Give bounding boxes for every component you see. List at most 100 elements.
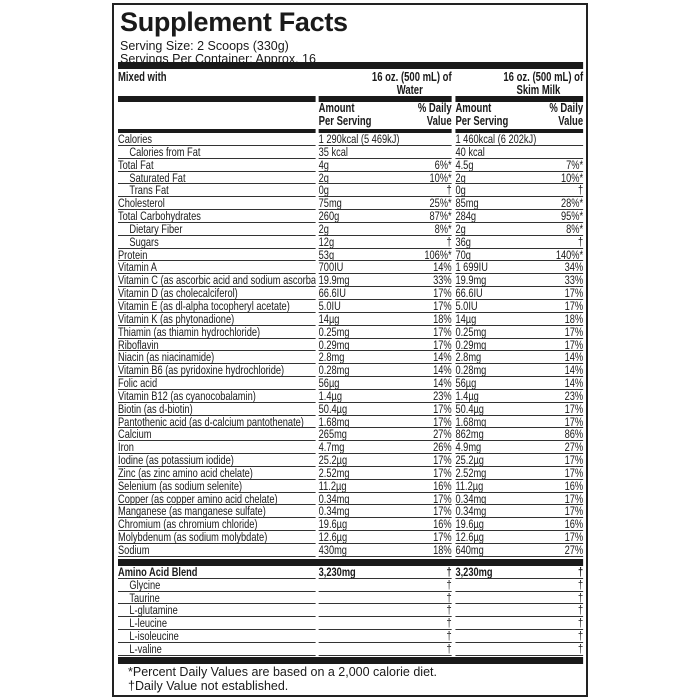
water-daily-value: 33% [433,274,452,288]
nutrient-name: Glycine [118,579,316,592]
nutrient-name: Vitamin B12 (as cyanocobalamin) [118,390,316,403]
water-amount: 0.29mg [318,338,350,352]
milk-daily-value: † [577,604,584,618]
table-row: L-glutamine † † [118,604,584,618]
water-amount: 0.25mg [318,325,350,339]
water-amount: 14µg [318,312,340,326]
milk-cell: 1.4µg 23% [455,389,584,403]
table-row: Biotin (as d-biotin) 50.4µg 17% 50.4µg 17% [118,402,584,416]
nutrient-name-text: L-glutamine [129,604,178,618]
milk-cell: 5.0IU 17% [455,300,584,313]
nutrient-name: Vitamin C (as ascorbic acid and sodium a… [118,274,316,288]
table-row: Total Carbohydrates 260g 87%* 284g 95%* [118,210,584,223]
nutrient-name-text: Vitamin B6 (as pyridoxine hydrochloride) [118,364,285,378]
table-row: Vitamin B12 (as cyanocobalamin) 1.4µg 23% 1… [118,389,584,403]
water-cell: 4g 6%* [318,159,452,172]
milk-daily-value: 23% [564,389,584,403]
divider [118,129,584,133]
water-daily-value: † [446,591,452,605]
nutrient-name-text: Chromium (as chromium chloride) [118,518,258,532]
nutrient-name: Amino Acid Blend [118,566,316,579]
nutrient-rows: Calories 1 290kcal (5 469kJ) 1 460kcal (6 … [118,133,584,557]
milk-cell: 12.6µg 17% [455,531,584,544]
amount-label: Amount [318,101,355,115]
milk-daily-value: 16% [564,518,584,532]
nutrient-name: Thiamin (as thiamin hydrochloride) [118,326,316,339]
milk-cell: 1.68mg 17% [455,416,584,429]
nutrient-name: Calories from Fat [118,146,316,159]
milk-cell: 14µg 18% [455,313,584,326]
water-amount: 2g [318,222,329,236]
milk-cell: 4.9mg 27% [455,441,584,455]
water-amount: 11.2µg [318,479,347,493]
nutrient-name-text: L-valine [129,642,162,656]
water-cell: 0.28mg 14% [318,364,452,378]
nutrient-name: Vitamin E (as dl-alpha tocopheryl acetat… [118,300,316,313]
water-cell: † [318,643,452,656]
water-daily-value: 87%* [429,210,452,223]
milk-cell: † [455,643,584,656]
milk-daily-value: 14% [564,364,584,378]
water-cell: 11.2µg 16% [318,479,452,493]
nutrient-name-text: Protein [118,248,148,262]
water-cell: 1 290kcal (5 469kJ) [318,133,452,146]
nutrient-name-text: Total Fat [118,158,154,172]
water-daily-value: 17% [433,402,452,416]
water-amount: 19.9mg [318,274,350,288]
water-cell: 19.9mg 33% [318,274,452,288]
per-serving-label: Per Serving [455,114,509,128]
nutrient-name-text: Sugars [129,235,159,249]
nutrient-name: Vitamin B6 (as pyridoxine hydrochloride) [118,364,316,378]
milk-daily-value: 14% [564,351,584,365]
table-row: Iron 4.7mg 26% 4.9mg 27% [118,441,584,455]
nutrient-name: Calcium [118,428,316,442]
milk-amount: 0.34mg [455,505,487,519]
water-column-header: 16 oz. (500 mL) of Water [319,69,452,97]
nutrient-name-text: Niacin (as niacinamide) [118,351,215,365]
milk-cell: 19.9mg 33% [455,274,584,288]
water-amount: 12.6µg [318,531,348,544]
milk-daily-value: 27% [564,544,584,557]
water-cell: 430mg 18% [318,544,452,557]
nutrient-name: Vitamin D (as cholecalciferol) [118,287,316,300]
water-daily-value: 17% [433,415,452,429]
milk-amount: 640mg [455,544,484,557]
water-cell: 2.8mg 14% [318,351,452,365]
water-cell: † [318,630,452,643]
milk-cell: 0.25mg 17% [455,326,584,339]
water-amount: 53g [318,248,335,262]
water-daily-value: 17% [433,492,452,506]
milk-amount: 0.34mg [455,492,487,506]
nutrient-name-text: Selenium (as sodium selenite) [118,479,243,493]
water-daily-value: 17% [433,338,452,352]
milk-amount: 2.52mg [455,466,487,480]
water-amount: 2.52mg [318,466,350,480]
milk-daily-value: † [577,578,584,592]
table-row: Amino Acid Blend 3,230mg † 3,230mg † [118,566,584,579]
nutrient-name-text: Dietary Fiber [129,222,183,236]
table-row: Cholesterol 75mg 25%* 85mg 28%* [118,197,584,211]
nutrient-name-text: Iron [118,441,134,455]
water-amount: 12g [318,235,335,249]
water-amount: 2g [318,171,329,185]
nutrient-name-text: Manganese (as manganese sulfate) [118,505,266,519]
water-amount: 4.7mg [318,441,345,455]
water-cell: 75mg 25%* [318,197,452,211]
milk-daily-value: 14% [564,377,584,390]
water-daily-value: 16% [433,518,452,532]
water-amount: 0.34mg [318,505,350,519]
table-row: Zinc (as zinc amino acid chelate) 2.52mg 1… [118,466,584,480]
nutrient-name: Total Fat [118,159,316,172]
milk-cell: 56µg 14% [455,377,584,390]
nutrient-name: Molybdenum (as sodium molybdate) [118,531,316,544]
nutrient-name-text: Vitamin D (as cholecalciferol) [118,287,238,300]
milk-cell: 19.6µg 16% [455,518,584,532]
milk-amount-header: Amount Per Serving % Daily Value [455,102,583,129]
nutrient-name: Manganese (as manganese sulfate) [118,505,316,519]
water-cell: 35 kcal [318,146,452,159]
nutrient-name-text: Taurine [129,591,160,605]
table-row: Folic acid 56µg 14% 56µg 14% [118,377,584,390]
water-daily-value: † [446,604,452,618]
milk-amount: 0.29mg [455,338,487,352]
water-daily-value: 17% [433,454,452,467]
